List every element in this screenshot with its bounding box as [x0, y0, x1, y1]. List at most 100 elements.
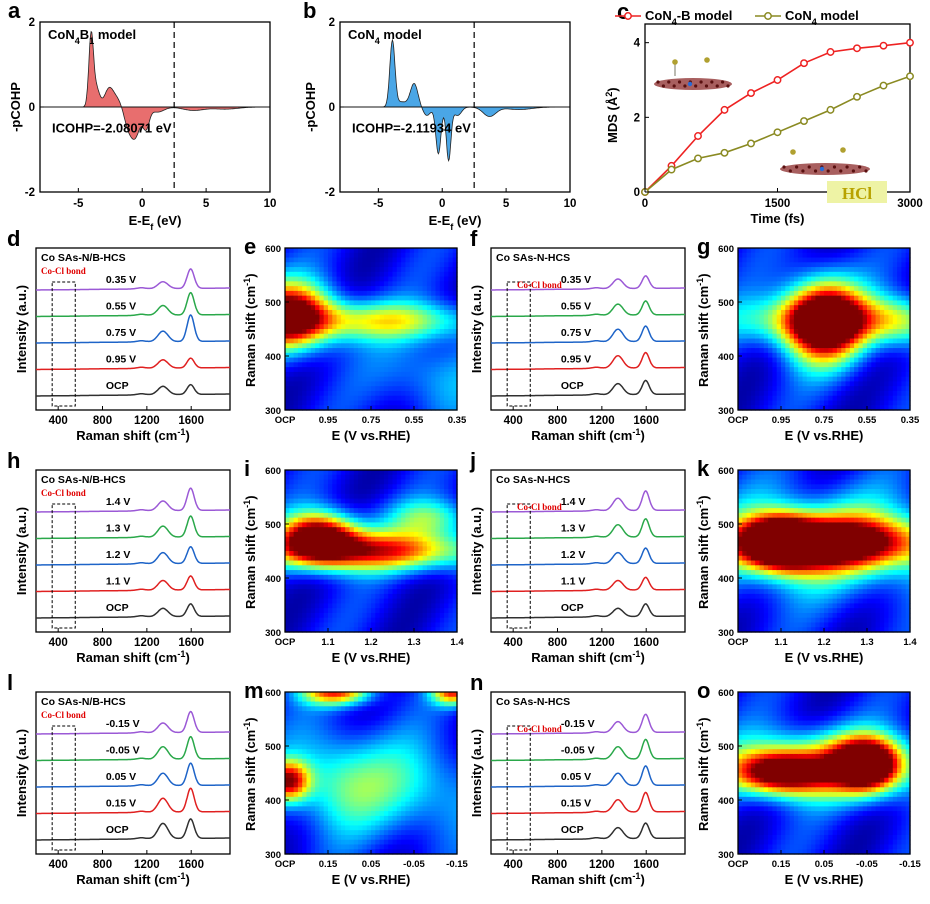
heat-cell: [746, 381, 752, 387]
heat-cell: [349, 276, 355, 282]
heat-cell: [448, 570, 454, 576]
heat-cell: [340, 405, 346, 411]
heat-cell: [776, 603, 782, 609]
heat-cell: [328, 371, 333, 378]
heat-cell: [297, 565, 303, 571]
x-tick-label: 800: [93, 415, 112, 427]
heat-cell: [849, 381, 855, 387]
heat-cell: [892, 371, 898, 378]
heat-cell: [418, 541, 424, 547]
heat-cell: [448, 598, 454, 605]
heat-cell: [755, 617, 761, 624]
heat-cell: [750, 357, 756, 363]
heat-cell: [750, 622, 756, 628]
heat-cell: [418, 257, 424, 263]
heat-cell: [815, 333, 821, 340]
heat-cell: [815, 400, 821, 406]
heat-cell: [366, 574, 372, 581]
heat-cell: [785, 371, 791, 378]
heat-cell: [815, 367, 821, 373]
heat-cell: [285, 589, 290, 595]
heat-cell: [789, 517, 795, 524]
heat-cell: [806, 400, 812, 406]
heat-cell: [431, 314, 437, 321]
heat-cell: [426, 589, 432, 595]
heat-cell: [806, 579, 812, 585]
heat-cell: [755, 584, 761, 590]
heat-cell: [358, 352, 363, 359]
heat-cell: [405, 314, 411, 321]
heat-cell: [328, 295, 333, 302]
heat-cell: [755, 333, 761, 340]
heat-cell: [328, 503, 333, 509]
heat-cell: [772, 565, 778, 571]
heat-cell: [345, 570, 351, 576]
heat-cell: [366, 357, 372, 363]
heat-cell: [293, 352, 299, 359]
heat-cell: [414, 593, 419, 600]
heat-cell: [862, 276, 868, 282]
heat-cell: [759, 305, 765, 311]
heat-cell: [815, 395, 821, 402]
heat-cell: [871, 390, 877, 397]
heat-cell: [815, 295, 821, 302]
heat-cell: [422, 555, 428, 562]
heat-cell: [426, 612, 432, 619]
heat-cell: [345, 484, 351, 490]
heat-cell: [776, 503, 782, 509]
heat-cell: [349, 479, 355, 485]
heat-cell: [448, 470, 454, 476]
heat-cell: [738, 248, 743, 254]
heat-cell: [444, 333, 449, 340]
heat-cell: [328, 252, 333, 259]
heat-cell: [789, 381, 795, 387]
heat-cell: [349, 517, 355, 524]
heat-cell: [746, 508, 752, 514]
heat-cell: [789, 324, 795, 330]
heat-cell: [353, 498, 359, 504]
heat-cell: [285, 608, 290, 614]
heat-cell: [315, 367, 320, 373]
heat-cell: [358, 386, 363, 392]
heat-cell: [824, 400, 829, 406]
heat-cell: [306, 598, 312, 605]
heat-cell: [793, 295, 799, 302]
heat-cell: [302, 338, 308, 344]
heat-cell: [392, 612, 398, 619]
heat-cell: [293, 329, 299, 335]
heat-cell: [353, 252, 359, 259]
heat-cell: [431, 338, 437, 344]
spectrum-line: [36, 603, 230, 619]
co-cl-bond-label: Co-Cl bond: [517, 502, 562, 512]
heat-cell: [426, 324, 432, 330]
heat-cell: [875, 348, 881, 354]
heat-cell: [905, 352, 911, 359]
heat-cell: [738, 290, 743, 297]
heat-cell: [781, 598, 786, 605]
heat-cell: [414, 319, 419, 325]
heat-cell: [289, 314, 295, 321]
heat-cell: [862, 333, 868, 340]
heat-cell: [849, 362, 855, 368]
heat-cell: [845, 381, 851, 387]
heat-cell: [388, 493, 394, 500]
heat-cell: [444, 484, 449, 490]
heat-cell: [302, 598, 308, 605]
heat-cell: [759, 603, 765, 609]
heat-cell: [375, 348, 381, 354]
heat-cell: [871, 324, 877, 330]
heat-cell: [366, 319, 372, 325]
heat-cell: [759, 405, 765, 411]
heat-cell: [409, 248, 415, 254]
heat-cell: [879, 405, 885, 411]
heat-cell: [897, 267, 902, 273]
heat-cell: [849, 319, 855, 325]
heat-cell: [793, 395, 799, 402]
heat-cell: [867, 324, 872, 330]
heat-cell: [319, 551, 325, 557]
heat-cell: [824, 290, 829, 297]
heat-cell: [806, 309, 812, 316]
heat-cell: [746, 589, 752, 595]
heat-cell: [414, 400, 419, 406]
